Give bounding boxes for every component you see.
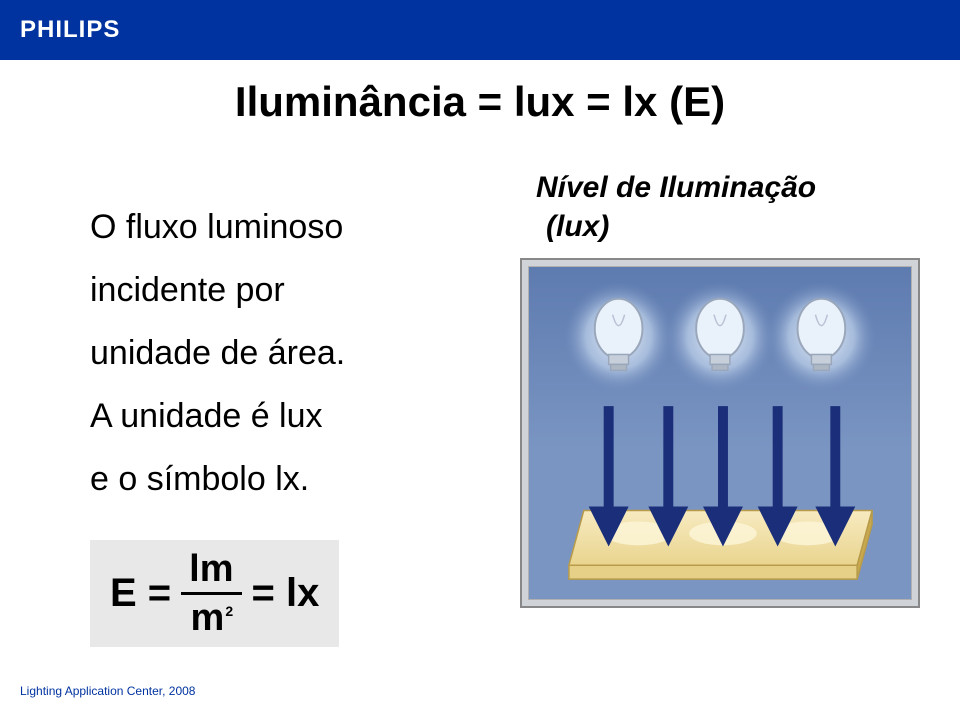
formula-fraction: lm m2 (181, 550, 241, 637)
right-column: Nível de Iluminação (lux) (520, 156, 920, 647)
formula-numerator: lm (181, 550, 241, 595)
body-text: O fluxo luminoso incidente por unidade d… (90, 196, 490, 510)
bulb-icon (767, 282, 876, 391)
arrow-icon (823, 406, 847, 535)
text-line: unidade de área. (90, 322, 490, 385)
illuminance-diagram (528, 266, 912, 600)
arrow-icon (597, 406, 621, 535)
arrow-icon (766, 406, 790, 535)
diagram-frame (520, 258, 920, 608)
formula-denominator: m2 (191, 595, 233, 637)
diagram-caption: Nível de Iluminação (lux) (536, 168, 920, 246)
text-line: O fluxo luminoso (90, 196, 490, 259)
content-row: O fluxo luminoso incidente por unidade d… (0, 126, 960, 647)
formula-lhs: E = (110, 571, 171, 616)
text-line: e o símbolo lx. (90, 448, 490, 511)
footer-text: Lighting Application Center, 2008 (20, 684, 195, 698)
text-line: A unidade é lux (90, 385, 490, 448)
caption-line: (lux) (546, 207, 920, 246)
text-line: incidente por (90, 259, 490, 322)
arrow-icon (656, 406, 680, 535)
caption-line: Nível de Iluminação (536, 168, 920, 207)
arrow-icon (711, 406, 735, 535)
header-bar: PHILIPS (0, 0, 960, 60)
page-title: Iluminância = lux = lx (E) (0, 78, 960, 126)
formula-rhs: = lx (252, 571, 320, 616)
left-column: O fluxo luminoso incidente por unidade d… (90, 156, 490, 647)
bulb-icon (665, 282, 774, 391)
bulb-icon (564, 282, 673, 391)
denom-base: m (191, 597, 225, 639)
denom-exponent: 2 (225, 603, 233, 619)
formula: E = lm m2 = lx (90, 540, 339, 647)
diagram-svg (529, 267, 911, 599)
brand-logo: PHILIPS (20, 16, 120, 44)
